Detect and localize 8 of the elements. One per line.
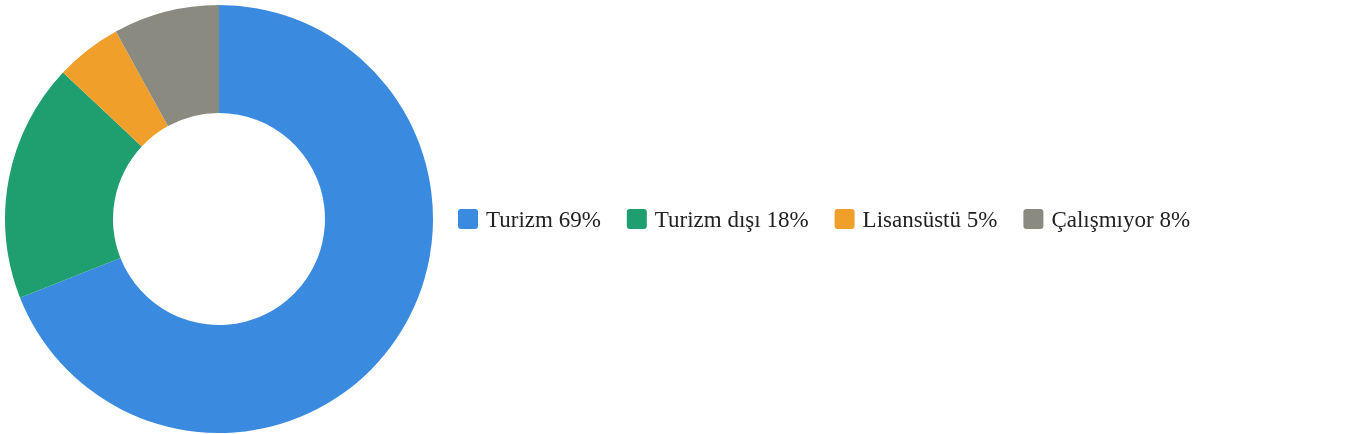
- donut-slice: [5, 72, 142, 298]
- legend-label: Turizm dışı 18%: [654, 207, 809, 232]
- donut-slice: [20, 5, 433, 433]
- legend-label: Çalışmıyor 8%: [1051, 207, 1191, 232]
- donut-slice: [63, 31, 168, 147]
- donut-slice: [115, 5, 219, 127]
- legend-label: Turizm 69%: [486, 207, 601, 232]
- legend-label: Lisansüstü 5%: [862, 207, 998, 232]
